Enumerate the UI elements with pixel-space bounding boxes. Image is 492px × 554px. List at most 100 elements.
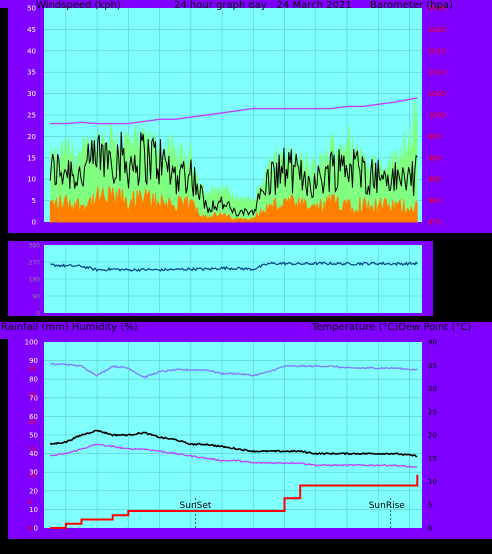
temperature-line [49, 429, 418, 458]
barometer-tick: 1000 [428, 112, 446, 120]
wind-x-tick: 23 [248, 233, 259, 243]
direction-tick: 90 [32, 294, 40, 301]
barometer-tick: 975 [428, 219, 441, 227]
compass-n-bottom: N [436, 305, 445, 318]
wind-x-tick: 11 [60, 233, 71, 243]
barometer-tick: 1010 [428, 69, 446, 77]
wind-x-tick: 15 [123, 233, 134, 243]
temp-x-tick: 13 [91, 539, 102, 549]
windspeed-tick: 35 [27, 69, 36, 77]
humidity-tick: 90 [29, 357, 38, 365]
temp-x-tick: 19 [185, 539, 197, 549]
humidity-tick: 70 [29, 394, 38, 402]
barometer-tick: 995 [428, 133, 441, 141]
wind-x-tick: 03 [310, 233, 321, 243]
gust-area [50, 86, 418, 222]
barometer-tick: 1020 [428, 26, 446, 34]
temp-x-tick: 07 [373, 539, 384, 549]
temp-x-tick: 17 [154, 539, 165, 549]
rainfall-tick: 15 [28, 446, 36, 453]
wind-x-tick: 17 [154, 233, 165, 243]
windspeed-tick: 50 [27, 5, 36, 13]
temp-x-tick: 11 [60, 539, 71, 549]
temp-x-tick: 05 [341, 539, 352, 549]
windspeed-tick: 5 [32, 197, 36, 205]
compass-s: S [436, 272, 443, 285]
humidity-tick: 0 [34, 525, 38, 533]
rainfall-tick: 5 [28, 499, 32, 506]
windspeed-tick: 25 [27, 112, 36, 120]
windspeed-tick: 30 [27, 90, 36, 98]
wind-x-tick: 01 [279, 233, 290, 243]
rainfall-tick: 10 [28, 472, 36, 479]
humidity-tick: 30 [29, 469, 38, 477]
barometer-tick: 1015 [428, 47, 446, 55]
windspeed-tick: 10 [27, 176, 36, 184]
temperature-tick: 0 [428, 525, 432, 533]
wind-x-tick: 13 [91, 233, 102, 243]
temperature-tick: 10 [428, 478, 437, 486]
temperature-tick: 15 [428, 455, 437, 463]
rainfall-tick: 20 [28, 419, 36, 426]
rainfall-tick: 0 [28, 526, 32, 533]
rain-humidity-axis-title: Rainfall (mm) Humidity (%) [1, 322, 138, 333]
humidity-tick: 100 [25, 339, 38, 347]
temp-x-tick: 03 [310, 539, 321, 549]
barometer-line [50, 97, 418, 125]
barometer-tick: 1025 [428, 5, 446, 13]
right-axis-band [433, 8, 492, 233]
rainfall-tick: 25 [28, 393, 36, 400]
windspeed-tick: 40 [27, 47, 36, 55]
chart-title: 24 hour graph day : 24 March 2021 [174, 0, 352, 11]
direction-tick: 0 [36, 311, 40, 318]
compass-n-top: N [436, 238, 445, 251]
wind-x-tick: 05 [341, 233, 352, 243]
rainfall-line [50, 474, 419, 529]
compass-w: W [436, 255, 447, 268]
wind-orange-area [49, 185, 418, 223]
windspeed-axis-title: Windspeed (kph) [36, 0, 121, 11]
dewpoint-line [49, 443, 418, 469]
windspeed-tick: 20 [27, 133, 36, 141]
wind-x-tick: 19 [185, 233, 197, 243]
temperature-tick: 5 [428, 501, 432, 509]
wind-x-tick: 07 [373, 233, 384, 243]
right-axis-band-bottom [433, 339, 492, 539]
humidity-tick: 50 [29, 432, 38, 440]
compass-e: E [436, 289, 443, 302]
barometer-tick: 980 [428, 197, 441, 205]
direction-tick: 180 [29, 277, 41, 284]
barometer-tick: 1005 [428, 90, 446, 98]
windspeed-line [49, 131, 418, 217]
humidity-tick: 40 [29, 450, 38, 458]
temperature-tick: 40 [428, 339, 437, 347]
temperature-tick: 20 [428, 432, 437, 440]
wind-x-tick: 09 [404, 233, 416, 243]
temp-x-tick: 01 [279, 539, 290, 549]
temperature-dewpoint-axis-title: Temperature (°C)Dew Point (°C) [312, 322, 472, 333]
header-band [0, 0, 492, 8]
humidity-tick: 60 [29, 413, 38, 421]
sunset-label: SunSet [180, 501, 212, 511]
barometer-tick: 985 [428, 176, 441, 184]
wind-x-tick: 21 [216, 233, 227, 243]
temperature-tick: 35 [428, 362, 437, 370]
direction-tick: 360 [29, 243, 41, 250]
windspeed-tick: 0 [32, 219, 36, 227]
rainfall-tick: 30 [28, 366, 36, 373]
direction-tick: 270 [29, 260, 41, 267]
temperature-tick: 30 [428, 385, 437, 393]
barometer-axis-title: Barometer (hpa) [370, 0, 453, 11]
barometer-tick: 990 [428, 154, 441, 162]
humidity-tick: 80 [29, 376, 38, 384]
humidity-tick: 20 [29, 487, 38, 495]
sunrise-label: SunRise [369, 501, 406, 511]
direction-line [49, 261, 418, 272]
bottom-header-band [0, 322, 492, 339]
temp-x-tick: 15 [123, 539, 134, 549]
windspeed-tick: 45 [27, 26, 36, 34]
humidity-line [50, 362, 418, 379]
temp-x-tick: 21 [216, 539, 227, 549]
